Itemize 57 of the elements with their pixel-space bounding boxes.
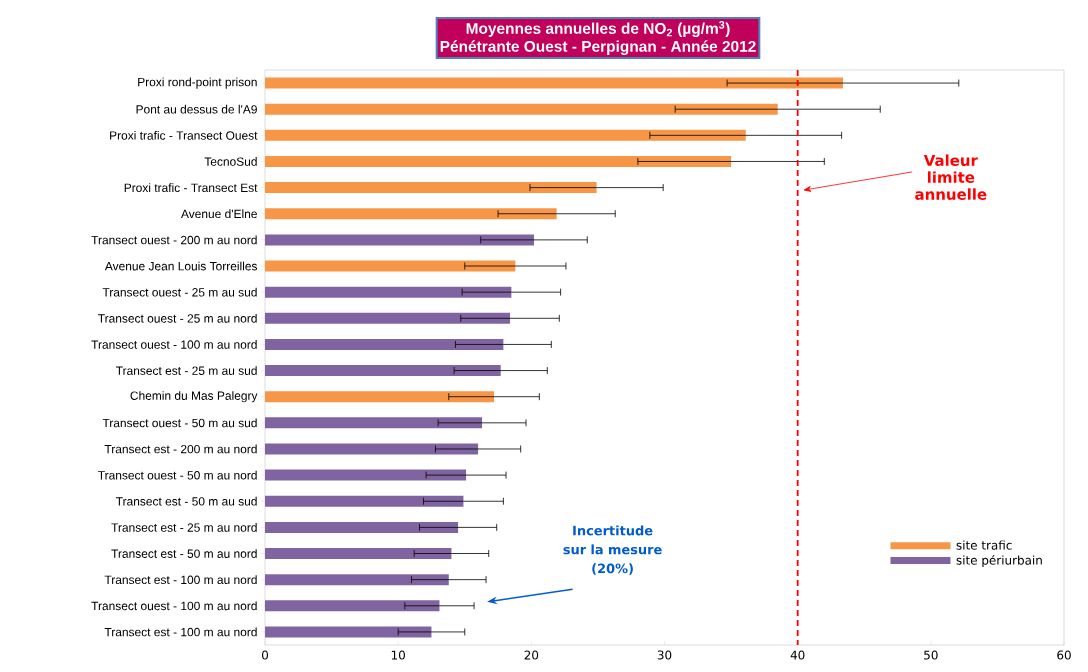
bar <box>265 365 501 377</box>
y-tick-label: Proxi rond-point prison <box>138 77 257 89</box>
y-tick-label: Proxi trafic - Transect Ouest <box>110 130 258 140</box>
y-tick-label: Transect ouest - 200 m au nord <box>91 235 257 245</box>
bar <box>265 574 449 586</box>
chart-subtitle: Pénétrante Ouest - Perpignan - Année 2012 <box>440 40 756 55</box>
y-tick-label: Pont au dessus de l'A9 <box>136 104 257 114</box>
y-tick-label: Avenue Jean Louis Torreilles <box>104 261 258 271</box>
bar <box>265 391 495 403</box>
bar <box>265 495 464 507</box>
bar <box>265 626 432 638</box>
bar <box>265 600 440 612</box>
y-tick-label: Transect est - 25 m au sud <box>116 366 257 375</box>
bar <box>265 260 516 272</box>
y-tick-label: Transect est - 100 m au nord <box>104 627 257 637</box>
bar <box>265 77 843 89</box>
y-tick-label: Chemin du Mas Palegry <box>130 391 258 403</box>
x-tick-label: 0 <box>261 650 269 660</box>
bar <box>265 286 512 298</box>
x-tick-label: 50 <box>924 650 938 660</box>
y-tick-label: Transect ouest - 50 m au sud <box>102 418 257 428</box>
x-tick-label: 40 <box>790 650 805 660</box>
x-tick-label: 60 <box>1057 650 1071 660</box>
bar <box>265 182 597 194</box>
y-tick-label: Transect est - 100 m au nord <box>104 575 257 585</box>
y-tick-label: Transect ouest - 25 m au sud <box>102 287 257 297</box>
text: site périurbain <box>956 555 1042 568</box>
y-tick-label: TecnoSud <box>204 157 257 166</box>
chart-title: Moyennes annuelles de NO$_{2}$ (µg/m$^{3}$) <box>466 21 730 38</box>
bar <box>265 469 467 481</box>
bar <box>265 103 778 115</box>
y-tick-label: Transect ouest - 100 m au nord <box>91 601 257 611</box>
y-tick-label: Transect est - 200 m au nord <box>104 444 257 454</box>
bar <box>265 521 459 533</box>
y-tick-label: Transect ouest - 100 m au nord <box>91 340 257 349</box>
x-tick-label: 20 <box>524 650 539 660</box>
bar <box>265 312 511 324</box>
y-tick-label: Transect est - 25 m au nord <box>111 523 257 532</box>
y-tick-label: Transect est - 50 m au sud <box>116 496 257 506</box>
bar <box>265 129 746 141</box>
text: site trafic <box>956 540 1012 550</box>
annotation: Incertitude sur la mesure (20%) <box>563 525 662 575</box>
y-tick-label: Transect est - 50 m au nord <box>111 549 257 558</box>
y-tick-label: Avenue d'Elne <box>180 209 257 219</box>
ref-line-label: Valeur limite annuelle <box>915 154 987 200</box>
x-tick-label: 10 <box>391 650 405 660</box>
bar <box>265 338 504 350</box>
bar <box>265 443 479 455</box>
bar <box>265 155 732 167</box>
y-tick-label: Transect ouest - 25 m au nord <box>98 313 257 323</box>
bar <box>265 234 535 246</box>
bar <box>265 417 483 429</box>
x-tick-label: 30 <box>657 650 672 660</box>
y-tick-label: Proxi trafic - Transect Est <box>124 183 258 192</box>
bar <box>265 208 557 220</box>
bar <box>265 548 452 560</box>
y-tick-label: Transect ouest - 50 m au nord <box>98 470 257 480</box>
